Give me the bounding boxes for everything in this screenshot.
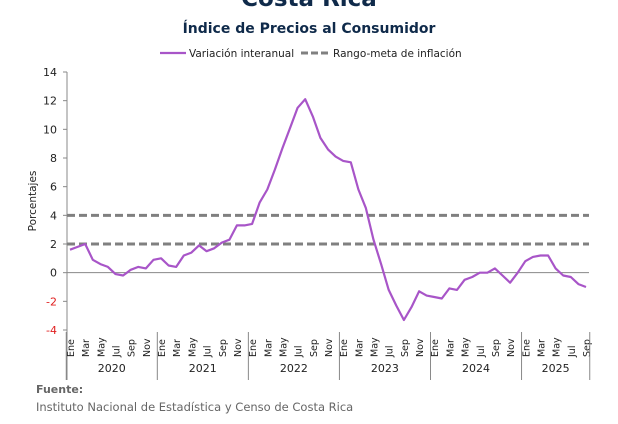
x-tick-label: May (278, 337, 289, 357)
x-tick-label: Mar (263, 339, 274, 357)
y-tick-label: 6 (50, 181, 57, 194)
x-tick-label: Jul (203, 346, 214, 358)
x-year-label: 2023 (371, 362, 399, 375)
x-tick-label: Mar (172, 339, 183, 357)
x-tick-label: Nov (415, 338, 426, 357)
x-year-label: 2020 (98, 362, 126, 375)
series-line-variacion-interanual (69, 98, 587, 322)
x-tick-label: Ene (66, 339, 77, 357)
y-tick-label: 14 (43, 66, 57, 79)
y-tick-label: 10 (43, 123, 57, 136)
x-tick-label: May (461, 337, 472, 357)
y-tick-label: -4 (46, 324, 57, 337)
chart-subtitle: Índice de Precios al Consumidor (182, 21, 436, 37)
x-tick-label: Sep (127, 339, 138, 357)
x-tick-label: Sep (309, 339, 320, 357)
x-year-label: 2025 (542, 362, 570, 375)
x-tick-label: Ene (521, 339, 532, 357)
y-tick-label: 8 (50, 152, 57, 165)
legend-label-variacion: Variación interanual (189, 48, 294, 60)
y-tick-label: 4 (50, 209, 57, 222)
x-tick-label: Nov (506, 338, 517, 357)
x-tick-label: Ene (339, 339, 350, 357)
x-tick-label: Mar (445, 339, 456, 357)
x-tick-label: Ene (430, 339, 441, 357)
x-tick-label: Jul (385, 346, 396, 358)
y-axis-label: Porcentajes (27, 171, 39, 232)
x-tick-label: Jul (476, 346, 487, 358)
y-tick-label: 2 (50, 238, 57, 251)
x-tick-label: Sep (582, 339, 593, 357)
x-tick-label: Nov (324, 338, 335, 357)
source-text: Instituto Nacional de Estadística y Cens… (36, 400, 354, 414)
y-tick-label: 0 (50, 267, 57, 280)
x-tick-label: Mar (536, 339, 547, 357)
x-tick-label: Nov (142, 338, 153, 357)
x-tick-label: Jul (294, 346, 305, 358)
x-tick-label: Mar (354, 339, 365, 357)
legend-label-rango-meta: Rango-meta de inflación (333, 48, 462, 60)
x-tick-label: Nov (233, 338, 244, 357)
x-year-label: 2024 (462, 362, 490, 375)
x-tick-label: Sep (491, 339, 502, 357)
x-tick-label: Ene (248, 339, 259, 357)
source-label: Fuente: (36, 383, 84, 396)
x-tick-label: May (552, 337, 563, 357)
y-tick-label: -2 (46, 295, 57, 308)
x-year-label: 2022 (280, 362, 308, 375)
x-tick-label: May (370, 337, 381, 357)
x-tick-label: May (96, 337, 107, 357)
x-tick-label: Jul (567, 346, 578, 358)
x-tick-label: Sep (400, 339, 411, 357)
x-tick-label: Mar (81, 339, 92, 357)
x-tick-label: Sep (218, 339, 229, 357)
x-tick-label: Jul (112, 346, 123, 358)
x-tick-label: Ene (157, 339, 168, 357)
chart-title: Costa Rica (0, 0, 618, 12)
x-tick-label: May (187, 337, 198, 357)
x-year-label: 2021 (189, 362, 217, 375)
y-tick-label: 12 (43, 95, 57, 108)
